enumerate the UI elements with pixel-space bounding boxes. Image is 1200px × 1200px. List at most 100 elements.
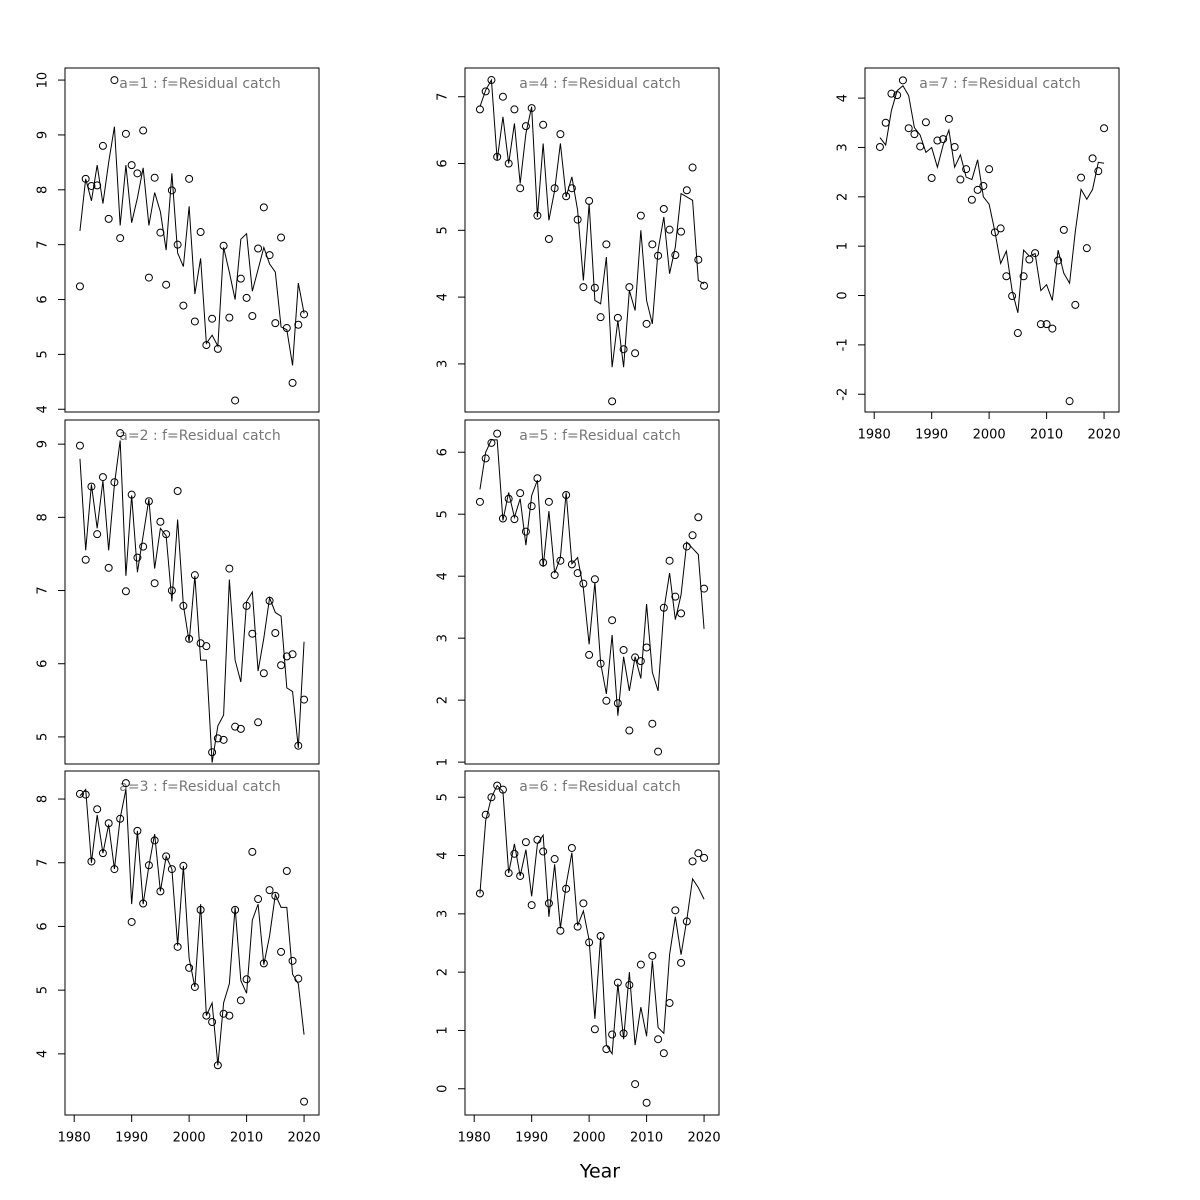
- data-point: [567, 843, 576, 852]
- data-point: [104, 563, 113, 572]
- data-point: [282, 652, 291, 661]
- data-point: [671, 906, 680, 915]
- data-point: [75, 282, 84, 291]
- y-tick-label: 8: [36, 795, 51, 803]
- y-tick-label: 3: [436, 634, 451, 642]
- data-point: [93, 530, 102, 539]
- data-point: [516, 489, 525, 498]
- data-point: [185, 634, 194, 643]
- data-point: [625, 980, 634, 989]
- data-point: [162, 852, 171, 861]
- y-tick-label: 3: [436, 910, 451, 918]
- data-point: [671, 592, 680, 601]
- y-tick-label: 0: [436, 1085, 451, 1093]
- data-point: [98, 473, 107, 482]
- data-point: [700, 281, 709, 290]
- data-point: [544, 899, 553, 908]
- y-tick-label: 7: [36, 241, 51, 249]
- data-point: [139, 126, 148, 135]
- x-tick-label: 1980: [58, 1131, 91, 1146]
- x-tick-label: 2010: [1030, 428, 1063, 443]
- y-tick-label: 4: [836, 94, 851, 102]
- data-point: [162, 280, 171, 289]
- data-point: [590, 283, 599, 292]
- data-point: [659, 204, 668, 213]
- data-point: [596, 313, 605, 322]
- data-point: [956, 175, 965, 184]
- fitted-line: [479, 439, 705, 716]
- data-point: [1065, 397, 1074, 406]
- data-point: [927, 174, 936, 183]
- panel-title: a=6 : f=Residual catch: [519, 779, 680, 795]
- y-tick-label: 8: [36, 186, 51, 194]
- data-point: [504, 494, 513, 503]
- data-point: [81, 555, 90, 564]
- data-point: [631, 349, 640, 358]
- data-point: [271, 319, 280, 328]
- data-point: [636, 657, 645, 666]
- data-point: [1048, 324, 1057, 333]
- fitted-line: [79, 126, 305, 366]
- data-point: [271, 628, 280, 637]
- y-tick-label: 2: [436, 696, 451, 704]
- data-point: [1071, 300, 1080, 309]
- y-tick-label: 5: [36, 350, 51, 358]
- data-point: [1082, 244, 1091, 253]
- data-point: [225, 564, 234, 573]
- y-tick-label: 4: [436, 572, 451, 580]
- data-point: [475, 497, 484, 506]
- data-point: [236, 996, 245, 1005]
- y-tick-label: 9: [36, 440, 51, 448]
- data-point: [556, 130, 565, 139]
- data-point: [121, 129, 130, 138]
- x-tick-label: 2000: [973, 428, 1006, 443]
- data-point: [167, 186, 176, 195]
- data-point: [288, 650, 297, 659]
- y-tick-label: 7: [36, 859, 51, 867]
- data-point: [944, 114, 953, 123]
- x-tick-label: 1990: [115, 1131, 148, 1146]
- data-point: [219, 735, 228, 744]
- y-tick-label: 6: [36, 660, 51, 668]
- fitted-line: [479, 784, 705, 1056]
- data-point: [98, 849, 107, 858]
- data-point: [277, 233, 286, 242]
- data-point: [219, 1009, 228, 1018]
- data-point: [654, 1035, 663, 1044]
- data-point: [1036, 320, 1045, 329]
- x-tick-label: 2020: [1088, 428, 1121, 443]
- data-point: [579, 899, 588, 908]
- data-point: [688, 163, 697, 172]
- data-point: [167, 586, 176, 595]
- data-point: [985, 165, 994, 174]
- x-tick-label: 2000: [173, 1131, 206, 1146]
- data-point: [208, 1017, 217, 1026]
- fitted-line: [479, 78, 705, 368]
- y-tick-label: 4: [436, 293, 451, 301]
- data-point: [133, 553, 142, 562]
- panel-title: a=2 : f=Residual catch: [119, 428, 280, 444]
- data-point: [481, 810, 490, 819]
- y-tick-label: -2: [836, 388, 851, 401]
- data-point: [1054, 256, 1063, 265]
- data-point: [516, 184, 525, 193]
- data-point: [179, 301, 188, 310]
- data-point: [139, 542, 148, 551]
- x-tick-label: 2010: [230, 1131, 263, 1146]
- data-point: [608, 397, 617, 406]
- x-tick-label: 1980: [858, 428, 891, 443]
- y-tick-label: 6: [36, 922, 51, 930]
- y-tick-label: 4: [436, 851, 451, 859]
- data-point: [904, 124, 913, 133]
- data-point: [144, 273, 153, 282]
- y-tick-label: 0: [836, 291, 851, 299]
- y-tick-label: 9: [36, 131, 51, 139]
- data-point: [213, 734, 222, 743]
- y-tick-label: 4: [36, 1050, 51, 1058]
- data-point: [242, 975, 251, 984]
- data-point: [225, 313, 234, 322]
- fitted-line: [79, 788, 305, 1066]
- data-point: [1013, 329, 1022, 338]
- data-point: [231, 722, 240, 731]
